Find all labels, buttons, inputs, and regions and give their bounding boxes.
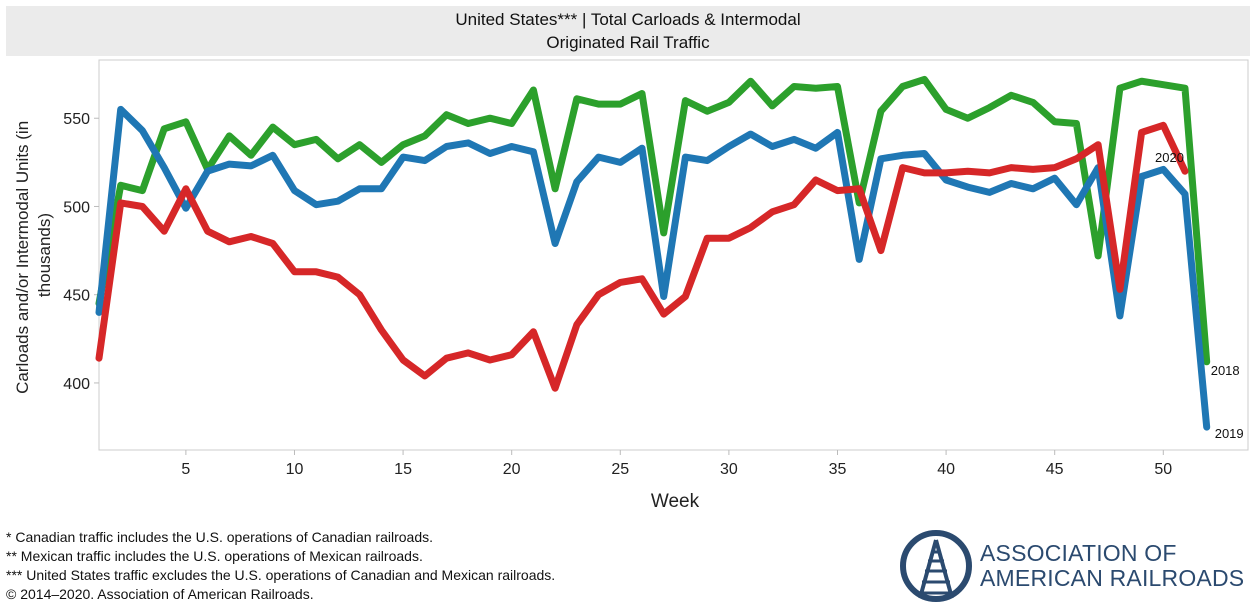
chart-subtitle: Originated Rail Traffic <box>546 33 710 52</box>
footnote-2: ** Mexican traffic includes the U.S. ope… <box>6 548 423 564</box>
x-tick-label: 45 <box>1046 461 1064 478</box>
y-axis-label-line1: Carloads and/or Intermodal Units (in <box>13 121 32 394</box>
x-tick-label: 5 <box>181 461 190 478</box>
x-tick-label: 35 <box>829 461 847 478</box>
x-tick-label: 15 <box>394 461 412 478</box>
x-tick-label: 30 <box>720 461 738 478</box>
y-axis-label: Carloads and/or Intermodal Units (in tho… <box>13 116 54 394</box>
y-tick-label: 400 <box>63 376 90 393</box>
x-axis-label: Week <box>651 491 700 512</box>
chart-title: United States*** | Total Carloads & Inte… <box>455 10 801 29</box>
copyright: © 2014–2020. Association of American Rai… <box>6 586 314 602</box>
series-label-2020: 2020 <box>1155 150 1184 165</box>
chart-title-band: United States*** | Total Carloads & Inte… <box>6 6 1250 56</box>
footnote-1: * Canadian traffic includes the U.S. ope… <box>6 529 433 545</box>
y-tick-label: 550 <box>63 111 90 128</box>
footnote-3: *** United States traffic excludes the U… <box>6 567 556 583</box>
logo-text-line1: ASSOCIATION OF <box>980 540 1177 566</box>
x-tick-label: 40 <box>937 461 955 478</box>
series-label-2018: 2018 <box>1211 363 1240 378</box>
plot-area <box>98 59 1249 451</box>
y-tick-label: 450 <box>63 288 90 305</box>
aar-logo-icon <box>900 530 972 602</box>
y-tick-label: 500 <box>63 199 90 216</box>
y-axis-label-line2: thousands) <box>35 213 54 297</box>
logo-text-line2: AMERICAN RAILROADS <box>980 565 1245 591</box>
series-line-2020 <box>95 121 1189 392</box>
series-line-2018 <box>95 75 1211 366</box>
x-tick-label: 25 <box>611 461 629 478</box>
x-tick-label: 20 <box>503 461 521 478</box>
series-label-2019: 2019 <box>1215 426 1244 441</box>
line-chart: 400 450 500 550 5 10 15 20 25 30 35 40 45 50 2018 2019 2… <box>13 59 1249 512</box>
series-line-2019 <box>95 105 1211 431</box>
x-tick-label: 50 <box>1154 461 1172 478</box>
x-tick-label: 10 <box>286 461 304 478</box>
